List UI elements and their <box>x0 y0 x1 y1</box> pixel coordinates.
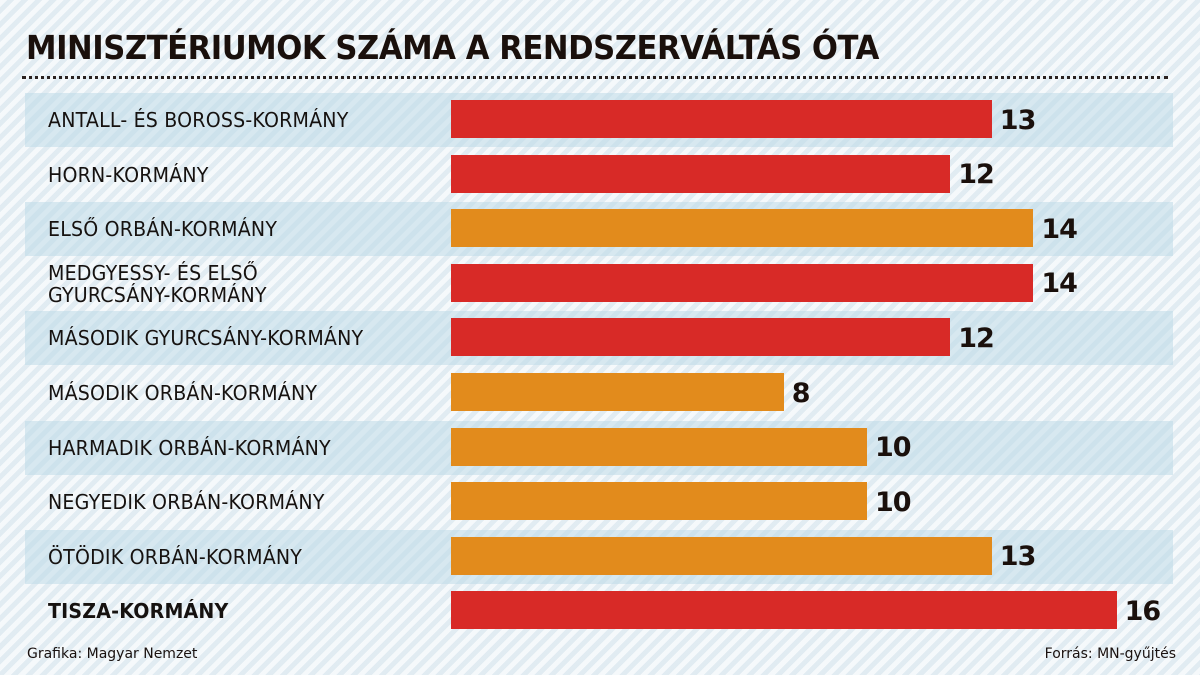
source-note: Forrás: MN-gyűjtés <box>1044 646 1176 662</box>
bar-orange <box>451 209 1034 248</box>
bar-value-label: 12 <box>958 322 995 354</box>
bar-red <box>451 100 992 138</box>
bar-orange <box>451 373 784 411</box>
bar-value-label: 16 <box>1124 595 1162 627</box>
bar-label: MEDGYESSY- ÉS ELSŐ GYURCSÁNY-KORMÁNY <box>48 260 267 307</box>
bar-value-label: 8 <box>791 377 811 409</box>
bar-label: HARMADIK ORBÁN-KORMÁNY <box>48 435 331 460</box>
bar-value-label: 12 <box>958 159 995 191</box>
bar-row: MÁSODIK GYURCSÁNY-KORMÁNY 12 <box>25 311 1173 366</box>
bar-row: HORN-KORMÁNY 12 <box>25 148 1173 202</box>
bar-label: HORN-KORMÁNY <box>48 162 209 187</box>
bar-red <box>451 318 951 357</box>
title-divider <box>22 76 1168 79</box>
bar-row: ANTALL- ÉS BOROSS-KORMÁNY 13 <box>25 93 1173 147</box>
bar-row: TISZA-KORMÁNY 16 <box>25 584 1173 638</box>
bar-label: TISZA-KORMÁNY <box>48 599 229 624</box>
bar-label: MÁSODIK ORBÁN-KORMÁNY <box>48 381 318 405</box>
bar-row: ELSŐ ORBÁN-KORMÁNY 14 <box>25 202 1173 257</box>
bar-row: HARMADIK ORBÁN-KORMÁNY 10 <box>25 420 1173 475</box>
bar-label: ELSŐ ORBÁN-KORMÁNY <box>48 217 278 242</box>
bar-label: MÁSODIK GYURCSÁNY-KORMÁNY <box>48 326 364 351</box>
bar-orange <box>451 427 867 466</box>
bar-value-label: 14 <box>1041 268 1078 300</box>
bar-row: MÁSODIK ORBÁN-KORMÁNY 8 <box>25 366 1173 420</box>
bar-row: MEDGYESSY- ÉS ELSŐ GYURCSÁNY-KORMÁNY 14 <box>25 257 1173 311</box>
bar-value-label: 10 <box>875 486 912 518</box>
bar-orange <box>451 482 867 521</box>
bar-red <box>451 154 951 193</box>
bar-value-label: 13 <box>999 541 1037 573</box>
bar-label: ANTALL- ÉS BOROSS-KORMÁNY <box>48 108 349 132</box>
bar-value-label: 13 <box>999 104 1037 136</box>
graphic-credit: Grafika: Magyar Nemzet <box>27 646 198 662</box>
bar-row: ÖTÖDIK ORBÁN-KORMÁNY 13 <box>25 529 1173 584</box>
bar-label: NEGYEDIK ORBÁN-KORMÁNY <box>48 490 325 515</box>
bar-red <box>451 591 1117 630</box>
bar-red <box>451 263 1034 302</box>
chart-title: MINISZTÉRIUMOK SZÁMA A RENDSZERVÁLTÁS ÓT… <box>26 28 879 67</box>
bar-value-label: 14 <box>1041 213 1078 245</box>
bar-value-label: 10 <box>875 432 912 464</box>
bar-label: ÖTÖDIK ORBÁN-KORMÁNY <box>48 544 303 569</box>
bar-row: NEGYEDIK ORBÁN-KORMÁNY 10 <box>25 475 1173 529</box>
bar-orange <box>451 536 992 575</box>
